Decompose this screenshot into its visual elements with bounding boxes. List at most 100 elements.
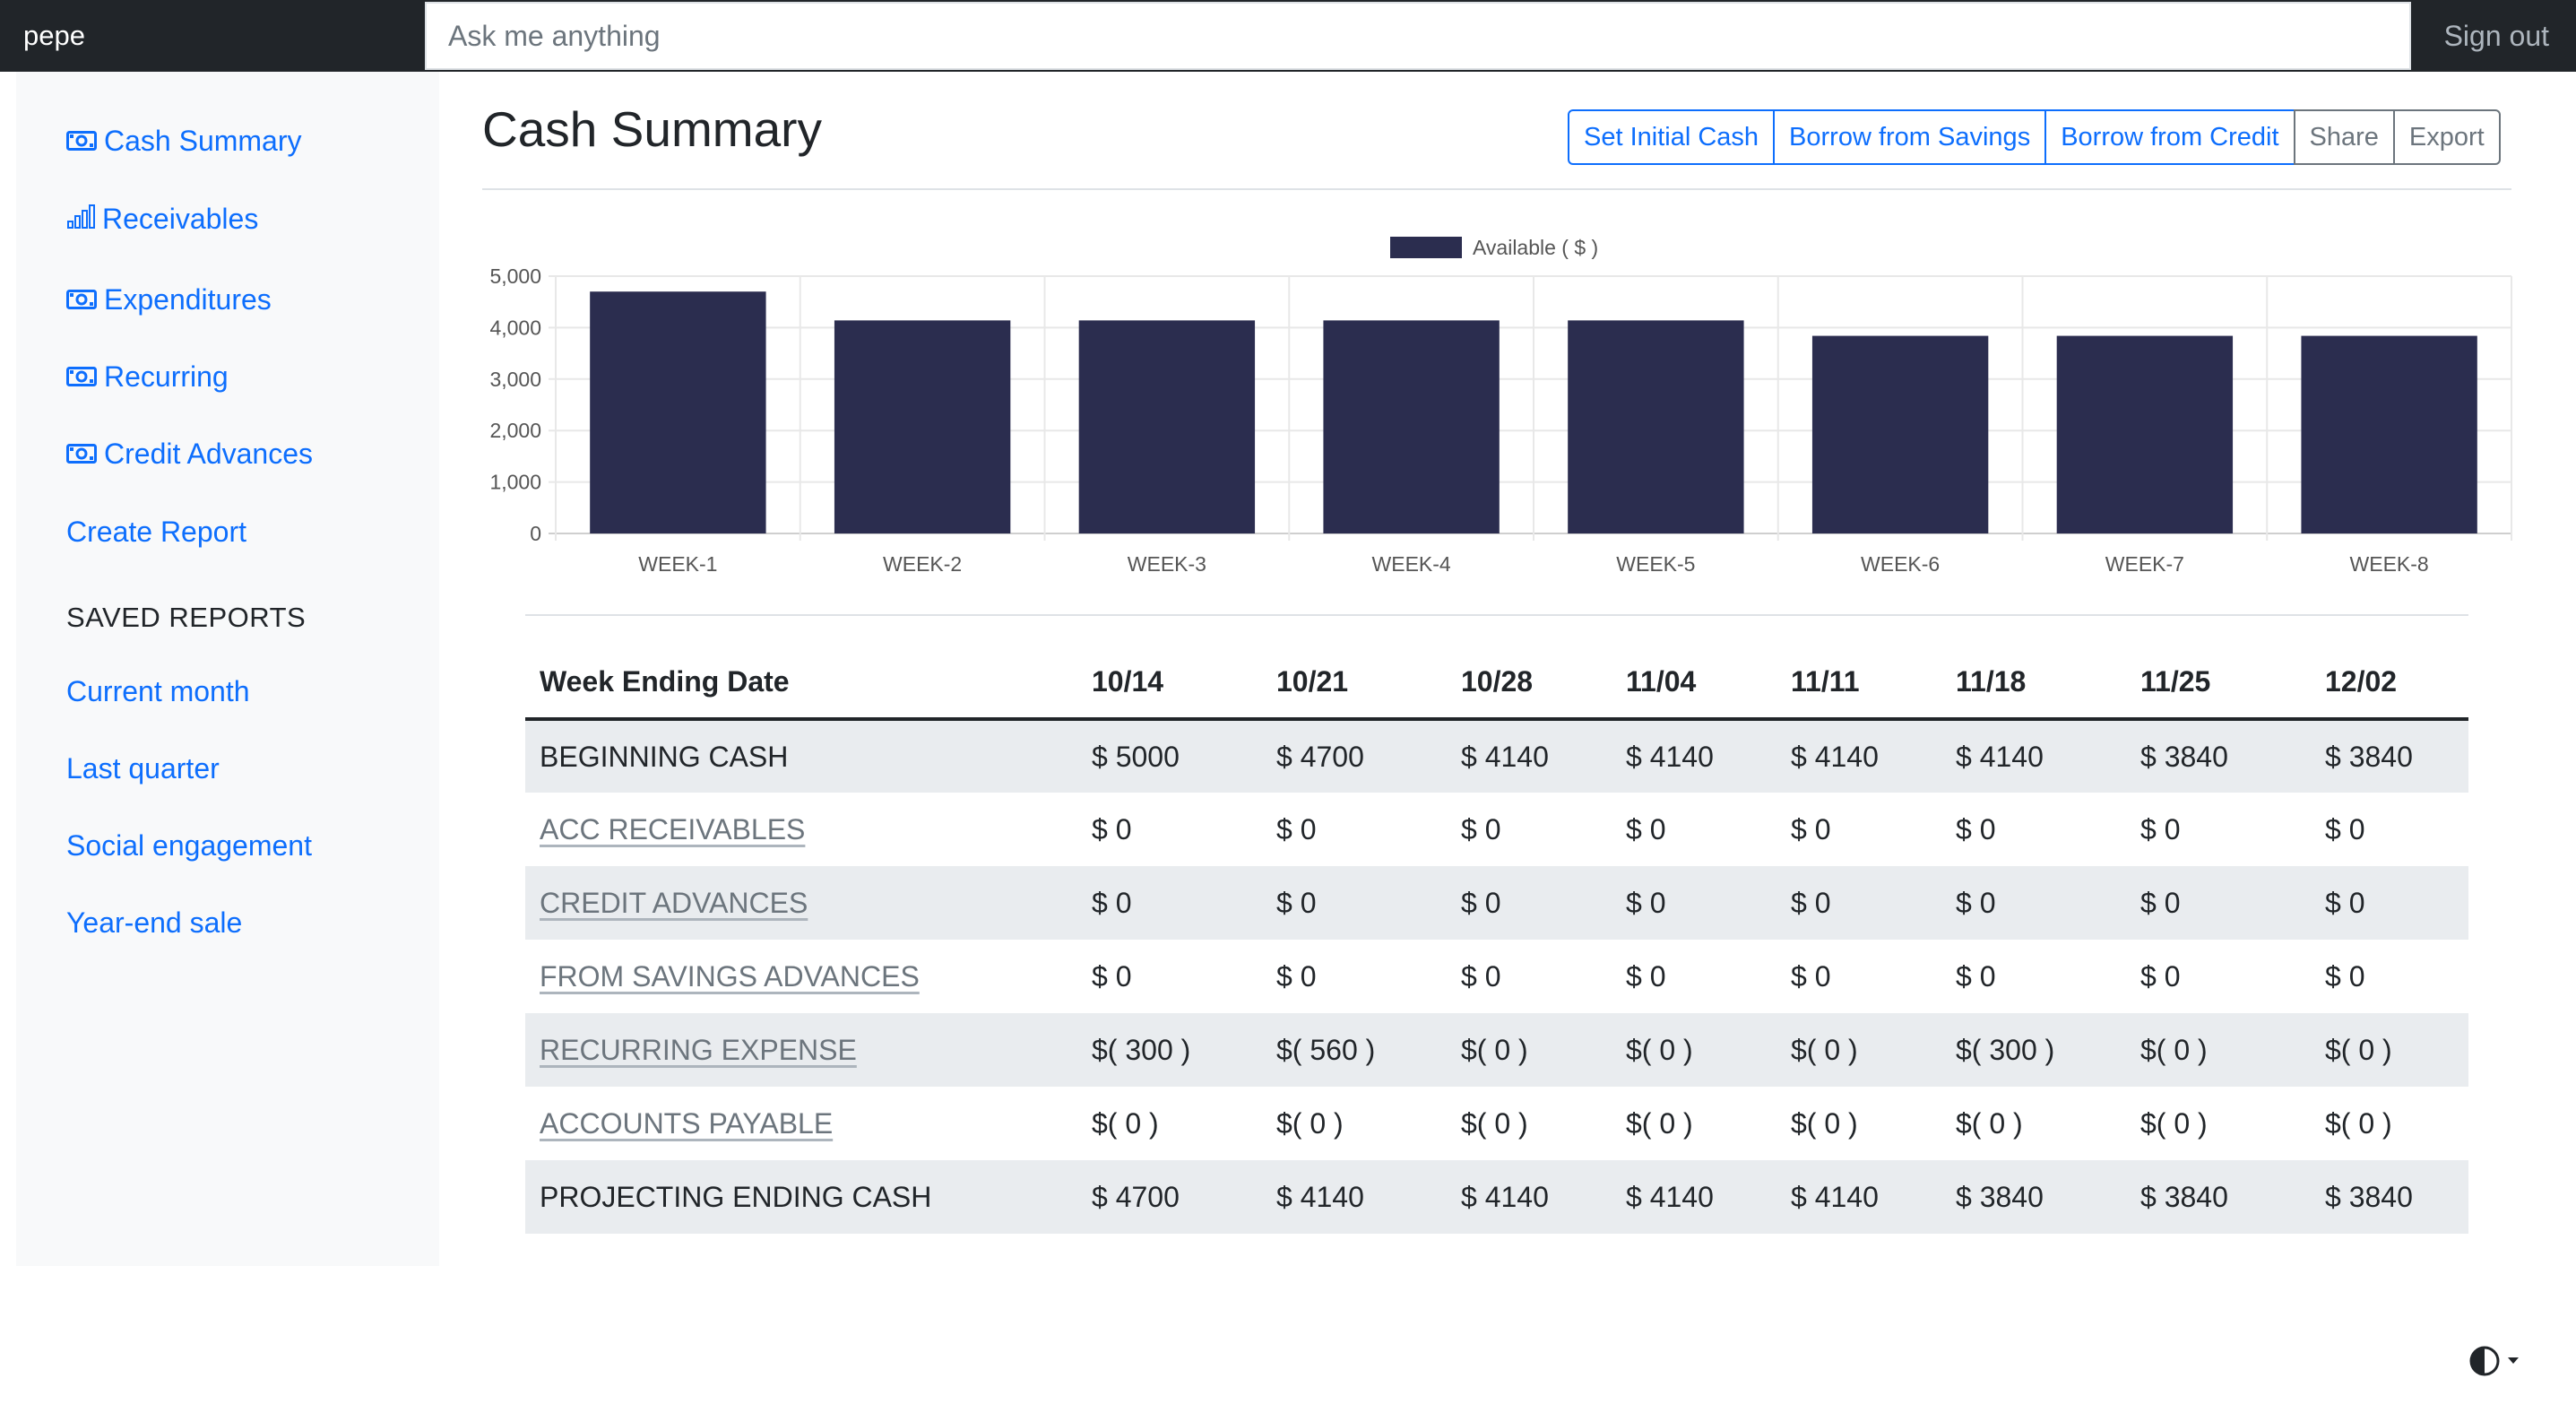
action-button-group: Set Initial Cash Borrow from Savings Bor…	[1568, 109, 2501, 165]
column-header-date: 11/11	[1776, 646, 1941, 721]
theme-toggle-button[interactable]	[2468, 1343, 2524, 1379]
bar-week-8[interactable]	[2301, 335, 2477, 533]
table-cell: $ 4140	[1447, 1160, 1612, 1234]
share-button[interactable]: Share	[2293, 109, 2395, 165]
row-label-cell: RECURRING EXPENSE	[525, 1013, 1077, 1087]
sidebar-item-create-report[interactable]: Create Report	[66, 516, 246, 548]
table-cell: $ 0	[1941, 866, 2126, 940]
table-cell: $ 0	[2140, 959, 2181, 993]
row-label[interactable]: ACC RECEIVABLES	[540, 812, 806, 845]
row-label-cell: ACC RECEIVABLES	[525, 793, 1077, 866]
brand-logo[interactable]: pepe	[23, 20, 85, 51]
row-label[interactable]: CREDIT ADVANCES	[540, 886, 808, 919]
row-label: BEGINNING CASH	[540, 740, 789, 773]
table-cell: $ 0	[1956, 812, 1996, 845]
table-cell: $ 0	[1262, 866, 1447, 940]
table-cell: $ 5000	[1077, 719, 1262, 793]
y-tick-label: 5,000	[489, 264, 541, 288]
table-cell: $ 4140	[1776, 719, 1941, 793]
table-cell: $ 0	[2325, 959, 2365, 993]
table-cell: $ 0	[1956, 959, 1996, 993]
cash-icon	[66, 431, 97, 476]
bar-week-2[interactable]	[834, 320, 1011, 533]
row-label[interactable]: ACCOUNTS PAYABLE	[540, 1106, 834, 1140]
table-cell: $ 0	[2311, 866, 2468, 940]
table-row: FROM SAVINGS ADVANCES $ 0 $ 0 $ 0 $ 0 $ 0 $ 0 $…	[525, 940, 2468, 1013]
saved-report-current-month[interactable]: Current month	[66, 675, 250, 707]
table-cell: $( 0 )	[1956, 1106, 2023, 1140]
sidebar-item-label: Cash Summary	[104, 125, 302, 157]
sidebar-item-expenditures[interactable]: Expenditures	[66, 277, 272, 322]
column-header-date: 12/02	[2311, 646, 2468, 721]
table-cell: $ 0	[1276, 812, 1317, 845]
table-cell: $ 0	[1626, 812, 1666, 845]
x-tick-label: WEEK-2	[883, 552, 962, 576]
set-initial-cash-button[interactable]: Set Initial Cash	[1568, 109, 1776, 165]
sidebar-item-credit-advances[interactable]: Credit Advances	[66, 431, 313, 476]
row-label[interactable]: RECURRING EXPENSE	[540, 1033, 857, 1066]
x-tick-label: WEEK-4	[1372, 552, 1451, 576]
borrow-from-credit-button[interactable]: Borrow from Credit	[2044, 109, 2295, 165]
column-header-date: 10/21	[1262, 646, 1447, 721]
table-cell: $ 0	[1077, 866, 1262, 940]
y-tick-label: 3,000	[489, 368, 541, 391]
table-cell: $ 4140	[1776, 1160, 1941, 1234]
table-cell: $ 3840	[2126, 719, 2311, 793]
table-cell: $( 0 )	[2140, 1106, 2208, 1140]
cash-icon	[66, 277, 97, 322]
table-cell: $ 0	[1447, 866, 1612, 940]
bar-week-7[interactable]	[2056, 335, 2234, 533]
x-tick-label: WEEK-6	[1861, 552, 1940, 576]
table-cell: $ 0	[1612, 866, 1776, 940]
page-title: Cash Summary	[482, 101, 822, 157]
legend-label[interactable]: Available ( $ )	[1473, 236, 1598, 259]
sign-out-link[interactable]: Sign out	[2443, 20, 2549, 52]
table-row: BEGINNING CASH $ 5000 $ 4700 $ 4140 $ 4140 $ …	[525, 719, 2468, 793]
y-tick-label: 4,000	[489, 316, 541, 339]
sidebar: Cash Summary Receivables Expenditures Re…	[16, 72, 439, 1266]
search-input[interactable]	[425, 2, 2411, 70]
row-label-cell: CREDIT ADVANCES	[525, 866, 1077, 940]
cash-icon	[66, 354, 97, 399]
bar-week-4[interactable]	[1323, 320, 1500, 533]
column-header-date: 10/28	[1447, 646, 1612, 721]
table-cell: $( 0 )	[1626, 1106, 1693, 1140]
x-tick-label: WEEK-3	[1128, 552, 1206, 576]
sidebar-item-receivables[interactable]: Receivables	[66, 196, 258, 241]
table-cell: $( 0 )	[1612, 1013, 1776, 1087]
sidebar-item-recurring[interactable]: Recurring	[66, 354, 229, 399]
available-cash-bar-chart: 0 1,000 2,000 3,000 4,000 5,000 WEEK-1 WEEK-2 WE…	[489, 236, 2512, 576]
export-button[interactable]: Export	[2392, 109, 2501, 165]
sidebar-item-cash-summary[interactable]: Cash Summary	[66, 118, 302, 163]
table-cell: $( 0 )	[2325, 1106, 2392, 1140]
bar-week-5[interactable]	[1568, 320, 1744, 533]
x-tick-label: WEEK-8	[2350, 552, 2429, 576]
saved-report-social-engagement[interactable]: Social engagement	[66, 829, 312, 862]
row-label-cell: ACCOUNTS PAYABLE	[525, 1087, 1077, 1160]
table-cell: $ 3840	[2311, 1160, 2468, 1234]
chart-divider	[525, 614, 2468, 616]
row-label: PROJECTING ENDING CASH	[540, 1180, 932, 1213]
borrow-from-savings-button[interactable]: Borrow from Savings	[1773, 109, 2047, 165]
bar-chart-icon	[66, 196, 95, 241]
table-row: RECURRING EXPENSE $( 300 ) $( 560 ) $( 0 ) $…	[525, 1013, 2468, 1087]
table-cell: $( 300 )	[1941, 1013, 2126, 1087]
table-cell: $ 0	[2325, 812, 2365, 845]
row-label-cell: BEGINNING CASH	[525, 719, 1077, 793]
table-cell: $( 0 )	[2311, 1013, 2468, 1087]
saved-reports-heading: SAVED REPORTS	[66, 602, 307, 633]
column-header-date: 11/18	[1941, 646, 2126, 721]
table-cell: $ 4140	[1612, 719, 1776, 793]
table-cell: $( 0 )	[2126, 1013, 2311, 1087]
saved-report-year-end-sale[interactable]: Year-end sale	[66, 906, 243, 939]
bar-week-1[interactable]	[590, 291, 766, 533]
table-row: ACCOUNTS PAYABLE $( 0 ) $( 0 ) $( 0 ) $( 0 )…	[525, 1087, 2468, 1160]
table-cell: $ 0	[1461, 959, 1501, 993]
table-cell: $ 4700	[1077, 1160, 1262, 1234]
bar-week-3[interactable]	[1078, 320, 1256, 533]
saved-report-last-quarter[interactable]: Last quarter	[66, 752, 220, 785]
bar-week-6[interactable]	[1811, 335, 1989, 533]
row-label[interactable]: FROM SAVINGS ADVANCES	[540, 959, 920, 993]
table-cell: $ 0	[1791, 812, 1831, 845]
header-divider	[482, 188, 2511, 190]
